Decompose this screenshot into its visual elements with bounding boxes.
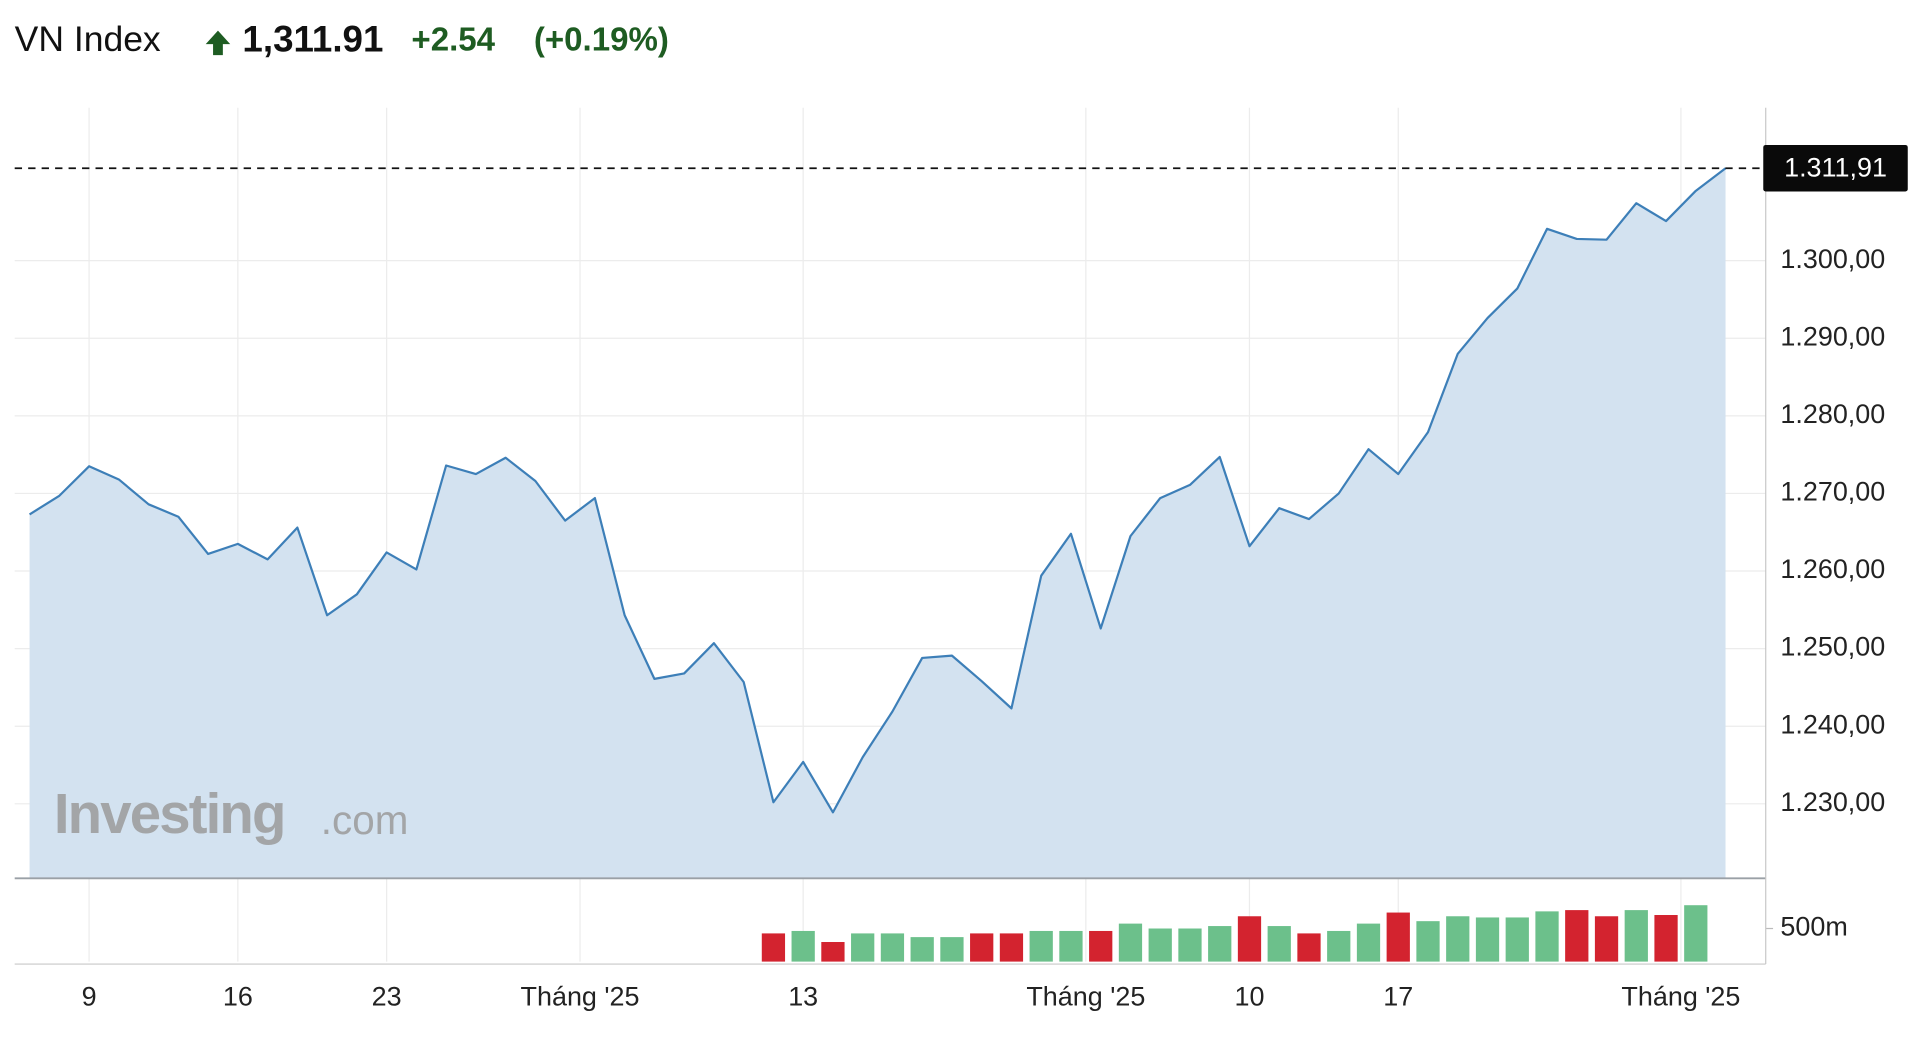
volume-bar (821, 942, 845, 962)
volume-bar (1565, 910, 1589, 962)
volume-bar (1178, 928, 1202, 962)
y-tick-label: 1.290,00 (1780, 321, 1885, 351)
y-tick-label: 1.240,00 (1780, 709, 1885, 739)
y-tick-label: 1.280,00 (1780, 399, 1885, 429)
volume-bar (999, 933, 1024, 962)
volume-bar (910, 937, 934, 962)
last-value-box (1763, 144, 1908, 192)
up-arrow (205, 30, 231, 56)
y-tick-label: 1.300,00 (1780, 244, 1885, 274)
y-tick-label: 1.270,00 (1780, 477, 1885, 507)
plot-area: 1.230,00 1.240,00 1.250,00 1.260,00 1.270,00… (14, 107, 1908, 1011)
price-line (28, 167, 1727, 814)
volume-bar (940, 937, 964, 962)
y-tick-label: 1.250,00 (1780, 632, 1885, 662)
x-tick-label: Tháng '25 (521, 981, 640, 1011)
volume-bar (1327, 930, 1351, 962)
volume-bar (791, 930, 815, 962)
x-tick-label: 9 (82, 981, 97, 1011)
y-tick-label: 1.230,00 (1780, 787, 1885, 817)
volume-bar (1059, 930, 1083, 962)
x-tick-label: 10 (1235, 981, 1265, 1011)
volume-bar (1237, 916, 1262, 962)
volume-bar (1535, 911, 1559, 962)
index-change-percent: (+0.19%) (534, 21, 669, 58)
volume-bar (1505, 917, 1529, 962)
x-tick-label: 13 (788, 981, 818, 1011)
volume-bar (1594, 916, 1619, 962)
volume-bar (1624, 910, 1648, 962)
volume-bar (1118, 923, 1143, 962)
last-value-label: 1.311,91 (1784, 153, 1887, 183)
volume-bar (1446, 916, 1470, 962)
volume-bar (851, 933, 875, 962)
volume-bar (880, 933, 905, 962)
index-change: +2.54 (411, 21, 495, 58)
volume-bar (1416, 921, 1440, 962)
x-tick-label: Tháng '25 (1621, 981, 1740, 1011)
x-tick-label: Tháng '25 (1026, 981, 1145, 1011)
volume-bar (1654, 915, 1678, 962)
volume-bar (1148, 928, 1172, 962)
price-area (29, 168, 1726, 879)
volume-bar (1029, 930, 1053, 962)
volume-bar (1297, 933, 1321, 962)
index-name: VN Index (15, 19, 161, 59)
x-tick-label: 16 (223, 981, 253, 1011)
volume-bar (970, 933, 994, 962)
volume-bar (1208, 926, 1232, 962)
x-tick-label: 23 (372, 981, 402, 1011)
x-tick-label: 17 (1383, 981, 1413, 1011)
volume-bar (1475, 917, 1500, 962)
volume-bar (761, 933, 786, 962)
volume-bar (1386, 912, 1410, 962)
watermark-suffix: .com (321, 797, 409, 843)
y-tick-label: 1.260,00 (1780, 554, 1885, 584)
index-price: 1,311.91 (242, 18, 383, 59)
volume-bar (1684, 905, 1708, 962)
volume-tick-label: 500m (1780, 912, 1847, 942)
volume-bar (1089, 930, 1113, 962)
volume-bar (1356, 923, 1381, 962)
volume-bar (1267, 926, 1291, 962)
watermark-brand: Investing (54, 782, 285, 845)
